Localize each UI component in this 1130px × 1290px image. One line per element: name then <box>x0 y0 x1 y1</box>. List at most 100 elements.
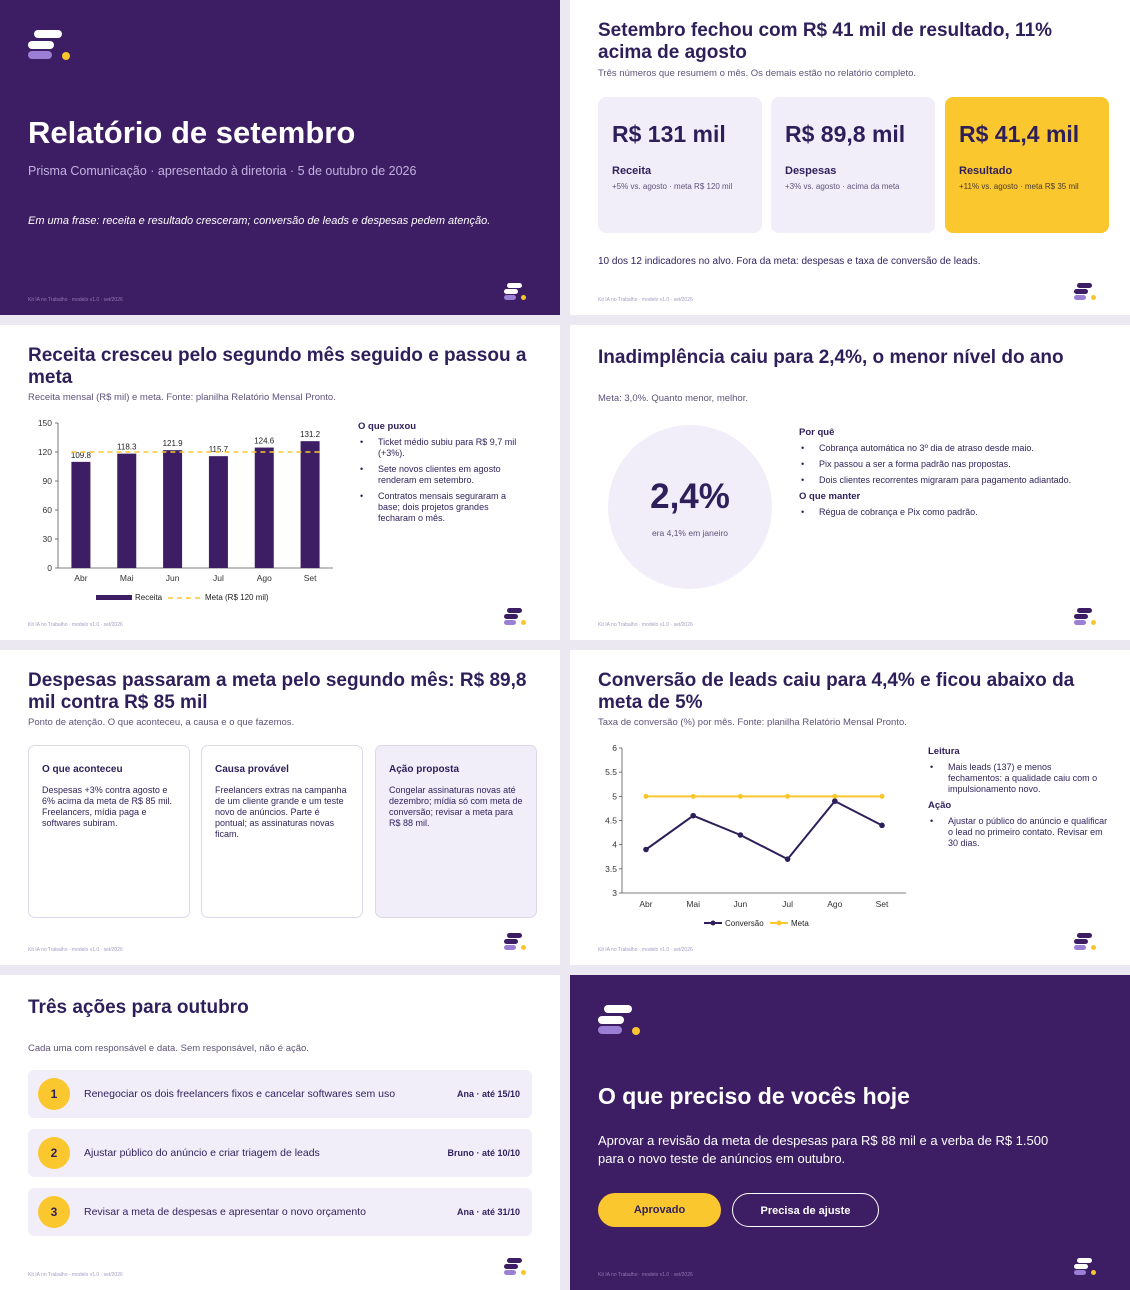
y-tick-label: 6 <box>612 743 617 753</box>
y-tick-label: 90 <box>43 476 53 486</box>
action-number: 2 <box>38 1137 70 1169</box>
slide-kpis: Setembro fechou com R$ 41 mil de resulta… <box>570 0 1130 315</box>
conversion-point <box>737 832 744 838</box>
slide-request: O que preciso de vocês hoje Aprovar a re… <box>570 975 1130 1290</box>
kpi-card-revenue: R$ 131 mil Receita +5% vs. agosto · meta… <box>598 97 762 233</box>
y-tick-label: 150 <box>38 418 52 428</box>
x-tick-label: Jul <box>213 573 224 583</box>
slide-footer: Kit IA no Trabalho · modelo v1.0 · set/2… <box>598 297 693 303</box>
side-heading: Leitura <box>928 746 960 757</box>
list-item: Dois clientes recorrentes migraram para … <box>799 475 1099 486</box>
action-text: Revisar a meta de despesas e apresentar … <box>84 1206 366 1218</box>
bar-data-label: 121.9 <box>163 439 184 448</box>
bar-data-label: 131.2 <box>300 430 321 439</box>
slide-title: Três ações para outubro <box>28 997 249 1018</box>
brand-logo-icon <box>1074 933 1098 951</box>
y-tick-label: 0 <box>47 563 52 573</box>
side-heading: Ação <box>928 800 952 811</box>
kpi-label: Receita <box>612 165 652 177</box>
slide-conversion: Conversão de leads caiu para 4,4% e fico… <box>570 650 1130 965</box>
card-text: Despesas +3% contra agosto e 6% acima da… <box>42 785 173 828</box>
y-tick-label: 5 <box>612 791 617 801</box>
request-text: Aprovar a revisão da meta de despesas pa… <box>598 1133 1049 1166</box>
brand-logo-icon <box>28 30 72 62</box>
brand-logo-icon <box>1074 608 1098 626</box>
list-item: Cobrança automática no 3º dia de atraso … <box>799 443 1099 454</box>
conversion-point <box>879 822 885 829</box>
x-tick-label: Mai <box>686 899 700 909</box>
slide-default-rate: Inadimplência caiu para 2,4%, o menor ní… <box>570 325 1130 640</box>
x-tick-label: Mai <box>120 573 134 583</box>
kpi-detail: +5% vs. agosto · meta R$ 120 mil <box>612 182 733 191</box>
approve-button[interactable]: Aprovado <box>598 1193 721 1227</box>
legend-label: Meta <box>791 919 809 928</box>
bar <box>208 456 228 568</box>
highlight-circle: 2,4% era 4,1% em janeiro <box>608 425 772 589</box>
conversion-point <box>643 846 649 853</box>
y-tick-label: 60 <box>43 505 53 515</box>
highlight-value: 2,4% <box>650 477 730 516</box>
action-text: Ajustar público do anúncio e criar triag… <box>84 1147 320 1159</box>
x-tick-label: Jun <box>166 573 180 583</box>
slide-actions: Três ações para outubro Cada uma com res… <box>0 975 560 1290</box>
card-text: Congelar assinaturas novas até dezembro;… <box>389 785 523 828</box>
kpi-card-result: R$ 41,4 mil Resultado +11% vs. agosto · … <box>945 97 1109 233</box>
cover-phrase: Em uma frase: receita e resultado cresce… <box>28 215 491 227</box>
kpi-value: R$ 41,4 mil <box>959 121 1080 147</box>
y-tick-label: 120 <box>38 447 52 457</box>
action-owner: Bruno · até 10/10 <box>447 1148 520 1158</box>
kpi-value: R$ 131 mil <box>612 121 726 147</box>
slide-footer: Kit IA no Trabalho · modelo v1.0 · set/2… <box>598 622 693 628</box>
conversion-point <box>832 798 838 804</box>
legend-marker <box>776 920 782 926</box>
request-title: O que preciso de vocês hoje <box>598 1083 910 1109</box>
needs-adjustment-button[interactable]: Precisa de ajuste <box>732 1193 879 1227</box>
action-item: 1 Renegociar os dois freelancers fixos e… <box>28 1070 532 1118</box>
brand-logo-icon <box>1074 1258 1098 1276</box>
meta-point <box>643 793 649 799</box>
slide-subtitle: Meta: 3,0%. Quanto menor, melhor. <box>598 393 748 404</box>
y-tick-label: 4 <box>612 840 617 850</box>
slide-subtitle: Ponto de atenção. O que aconteceu, a cau… <box>28 717 295 728</box>
slide-title: Inadimplência caiu para 2,4%, o menor ní… <box>598 347 1064 368</box>
meta-point <box>737 793 743 799</box>
bar-data-label: 115.7 <box>209 445 229 454</box>
bar <box>71 461 91 568</box>
kpi-detail: +11% vs. agosto · meta R$ 35 mil <box>959 182 1079 191</box>
action-item: 3 Revisar a meta de despesas e apresenta… <box>28 1188 532 1236</box>
legend-swatch-receita <box>96 595 132 600</box>
kpi-label: Resultado <box>959 165 1013 177</box>
slide-footer: Kit IA no Trabalho · modelo v1.0 · set/2… <box>28 1272 123 1278</box>
meta-point <box>690 793 696 799</box>
legend-label: Receita <box>135 593 163 602</box>
card-probable-cause: Causa provável Freelancers extras na cam… <box>201 745 363 918</box>
card-text: Freelancers extras na campanha de um cli… <box>215 785 347 839</box>
side-heading: O que manter <box>799 491 861 502</box>
conversion-line <box>645 799 883 861</box>
x-tick-label: Ago <box>827 899 842 909</box>
bar-data-label: 109.8 <box>71 451 92 460</box>
slide-footer: Kit IA no Trabalho · modelo v1.0 · set/2… <box>28 297 123 303</box>
slide-footer: Kit IA no Trabalho · modelo v1.0 · set/2… <box>598 1272 693 1278</box>
brand-logo-icon <box>504 1258 528 1276</box>
kpi-summary: 10 dos 12 indicadores no alvo. Fora da m… <box>598 256 981 267</box>
legend-label: Conversão <box>725 919 764 928</box>
slide-subtitle: Cada uma com responsável e data. Sem res… <box>28 1043 309 1054</box>
x-tick-label: Set <box>304 573 317 583</box>
x-tick-label: Ago <box>257 573 272 583</box>
default-rate-notes: Por quê Cobrança automática no 3º dia de… <box>799 427 1099 523</box>
kpi-detail: +3% vs. agosto · acima da meta <box>785 182 900 191</box>
action-text: Renegociar os dois freelancers fixos e c… <box>84 1088 396 1100</box>
conversion-point <box>690 812 696 819</box>
y-tick-label: 3.5 <box>605 864 617 874</box>
card-heading: Causa provável <box>215 764 289 775</box>
bar <box>254 447 274 568</box>
x-tick-label: Set <box>876 899 889 909</box>
action-number: 3 <box>38 1196 70 1228</box>
meta-point <box>879 793 885 799</box>
list-item: Régua de cobrança e Pix como padrão. <box>799 507 1099 518</box>
slide-subtitle: Taxa de conversão (%) por mês. Fonte: pl… <box>598 717 907 728</box>
slide-footer: Kit IA no Trabalho · modelo v1.0 · set/2… <box>28 622 123 628</box>
conversion-line-chart: 3 3.5 4 4.5 5 5.5 6 Abr Mai Jun Jul Ago Set Conversão… <box>605 743 906 928</box>
slide-subtitle: Três números que resumem o mês. Os demai… <box>598 68 917 79</box>
